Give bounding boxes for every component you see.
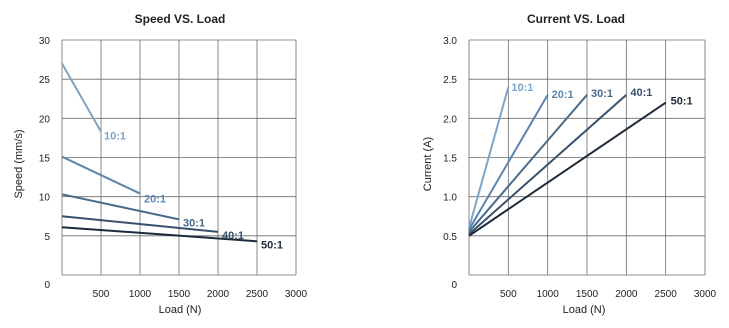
series-label: 30:1 — [183, 217, 205, 229]
x-tick-label: 500 — [500, 289, 517, 300]
x-tick-label: 1000 — [129, 289, 152, 300]
series-label: 20:1 — [552, 89, 574, 101]
current-vs-load-chart: Current VS. Load Load (N) Current (A) 50… — [422, 12, 717, 316]
series-line — [61, 226, 258, 243]
series-line — [468, 94, 627, 236]
y-tick-label: 0.5 — [443, 232, 457, 243]
y-tick-label: 1.0 — [443, 193, 457, 204]
series-labels: 10:1 20:1 30:1 40:1 50:1 — [511, 82, 692, 108]
series-label: 10:1 — [104, 131, 126, 143]
series-labels: 10:1 20:1 30:1 40:1 50:1 — [104, 131, 283, 252]
series-line — [61, 63, 102, 133]
chart-title: Current VS. Load — [527, 12, 625, 26]
y-tick-label: 5 — [44, 232, 50, 243]
tick-labels: 500 1000 1500 2000 2500 3000 0 0.5 1.0 1.5 2.0 2.5 3… — [443, 36, 716, 300]
y-tick-label: 3.0 — [443, 36, 457, 47]
y-tick-label: 2.0 — [443, 114, 457, 125]
x-tick-label: 500 — [93, 289, 110, 300]
x-tick-label: 2500 — [246, 289, 269, 300]
y-tick-label: 0 — [44, 280, 50, 291]
series-line — [468, 94, 549, 231]
x-tick-label: 2500 — [655, 289, 678, 300]
y-tick-label: 1.5 — [443, 154, 457, 165]
y-tick-label: 15 — [39, 154, 51, 165]
x-tick-label: 2000 — [207, 289, 230, 300]
grid — [468, 39, 706, 276]
y-tick-label: 25 — [39, 75, 51, 86]
series-line — [61, 193, 180, 221]
series-label: 40:1 — [630, 87, 652, 99]
x-tick-label: 3000 — [285, 289, 308, 300]
x-tick-label: 1500 — [576, 289, 599, 300]
y-tick-label: 10 — [39, 193, 51, 204]
series-lines — [468, 86, 667, 237]
series-label: 30:1 — [591, 88, 613, 100]
y-axis-label: Speed (mm/s) — [13, 129, 25, 198]
series-label: 10:1 — [511, 82, 533, 94]
x-axis-label: Load (N) — [159, 304, 202, 316]
tick-labels: 500 1000 1500 2000 2500 3000 0 5 10 15 20 25 30 — [39, 36, 308, 300]
series-label: 20:1 — [144, 194, 166, 206]
y-axis-label: Current (A) — [422, 137, 434, 191]
speed-vs-load-chart: Speed VS. Load Load (N) Speed (mm/s) 500… — [13, 12, 308, 316]
series-line — [468, 101, 667, 237]
chart-title: Speed VS. Load — [135, 12, 226, 26]
series-line — [468, 94, 588, 233]
y-tick-label: 20 — [39, 114, 51, 125]
x-tick-label: 2000 — [615, 289, 638, 300]
series-line — [61, 155, 141, 195]
x-tick-label: 3000 — [694, 289, 717, 300]
x-tick-label: 1500 — [168, 289, 191, 300]
series-line — [468, 86, 510, 229]
x-axis-label: Load (N) — [563, 304, 606, 316]
series-line — [61, 215, 219, 233]
series-lines — [61, 63, 258, 243]
y-tick-label: 0 — [451, 280, 457, 291]
series-label: 40:1 — [222, 230, 244, 242]
grid — [61, 39, 297, 276]
y-tick-label: 2.5 — [443, 75, 457, 86]
y-tick-label: 30 — [39, 36, 51, 47]
x-tick-label: 1000 — [537, 289, 560, 300]
series-label: 50:1 — [671, 96, 693, 108]
series-label: 50:1 — [261, 239, 283, 251]
